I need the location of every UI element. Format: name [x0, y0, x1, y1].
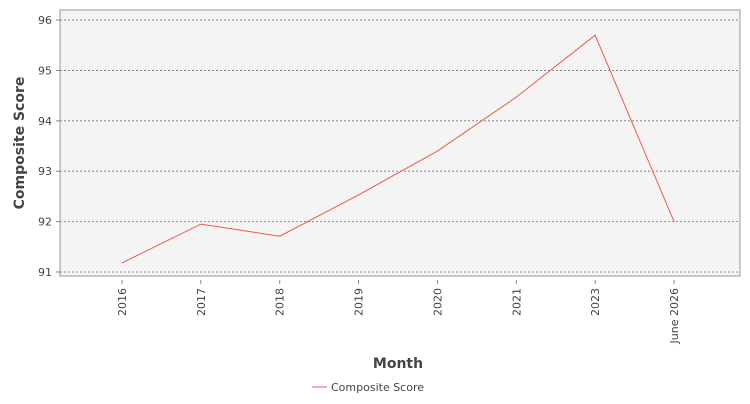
x-tick-label: 2016: [116, 288, 129, 316]
series-line: [121, 34, 675, 264]
y-tick-label: 93: [38, 165, 52, 178]
legend-label: Composite Score: [331, 381, 424, 394]
x-tick-label: 2018: [274, 288, 287, 316]
y-axis-title: Composite Score: [12, 77, 28, 210]
y-tick-label: 95: [38, 64, 52, 77]
x-tick-label: 2021: [510, 288, 523, 316]
x-tick-label: 2019: [353, 288, 366, 316]
y-tick-label: 94: [38, 115, 52, 128]
x-tick-label: June 2026: [668, 288, 681, 344]
x-tick-label: 2017: [195, 288, 208, 316]
y-tick-label: 92: [38, 216, 52, 229]
y-tick-label: 96: [38, 14, 52, 27]
x-tick-label: 2020: [431, 288, 444, 316]
x-axis-title: Month: [373, 356, 423, 372]
plot-area: [59, 9, 741, 277]
x-tick-label: 2023: [589, 288, 602, 316]
y-tick-label: 91: [38, 266, 52, 279]
